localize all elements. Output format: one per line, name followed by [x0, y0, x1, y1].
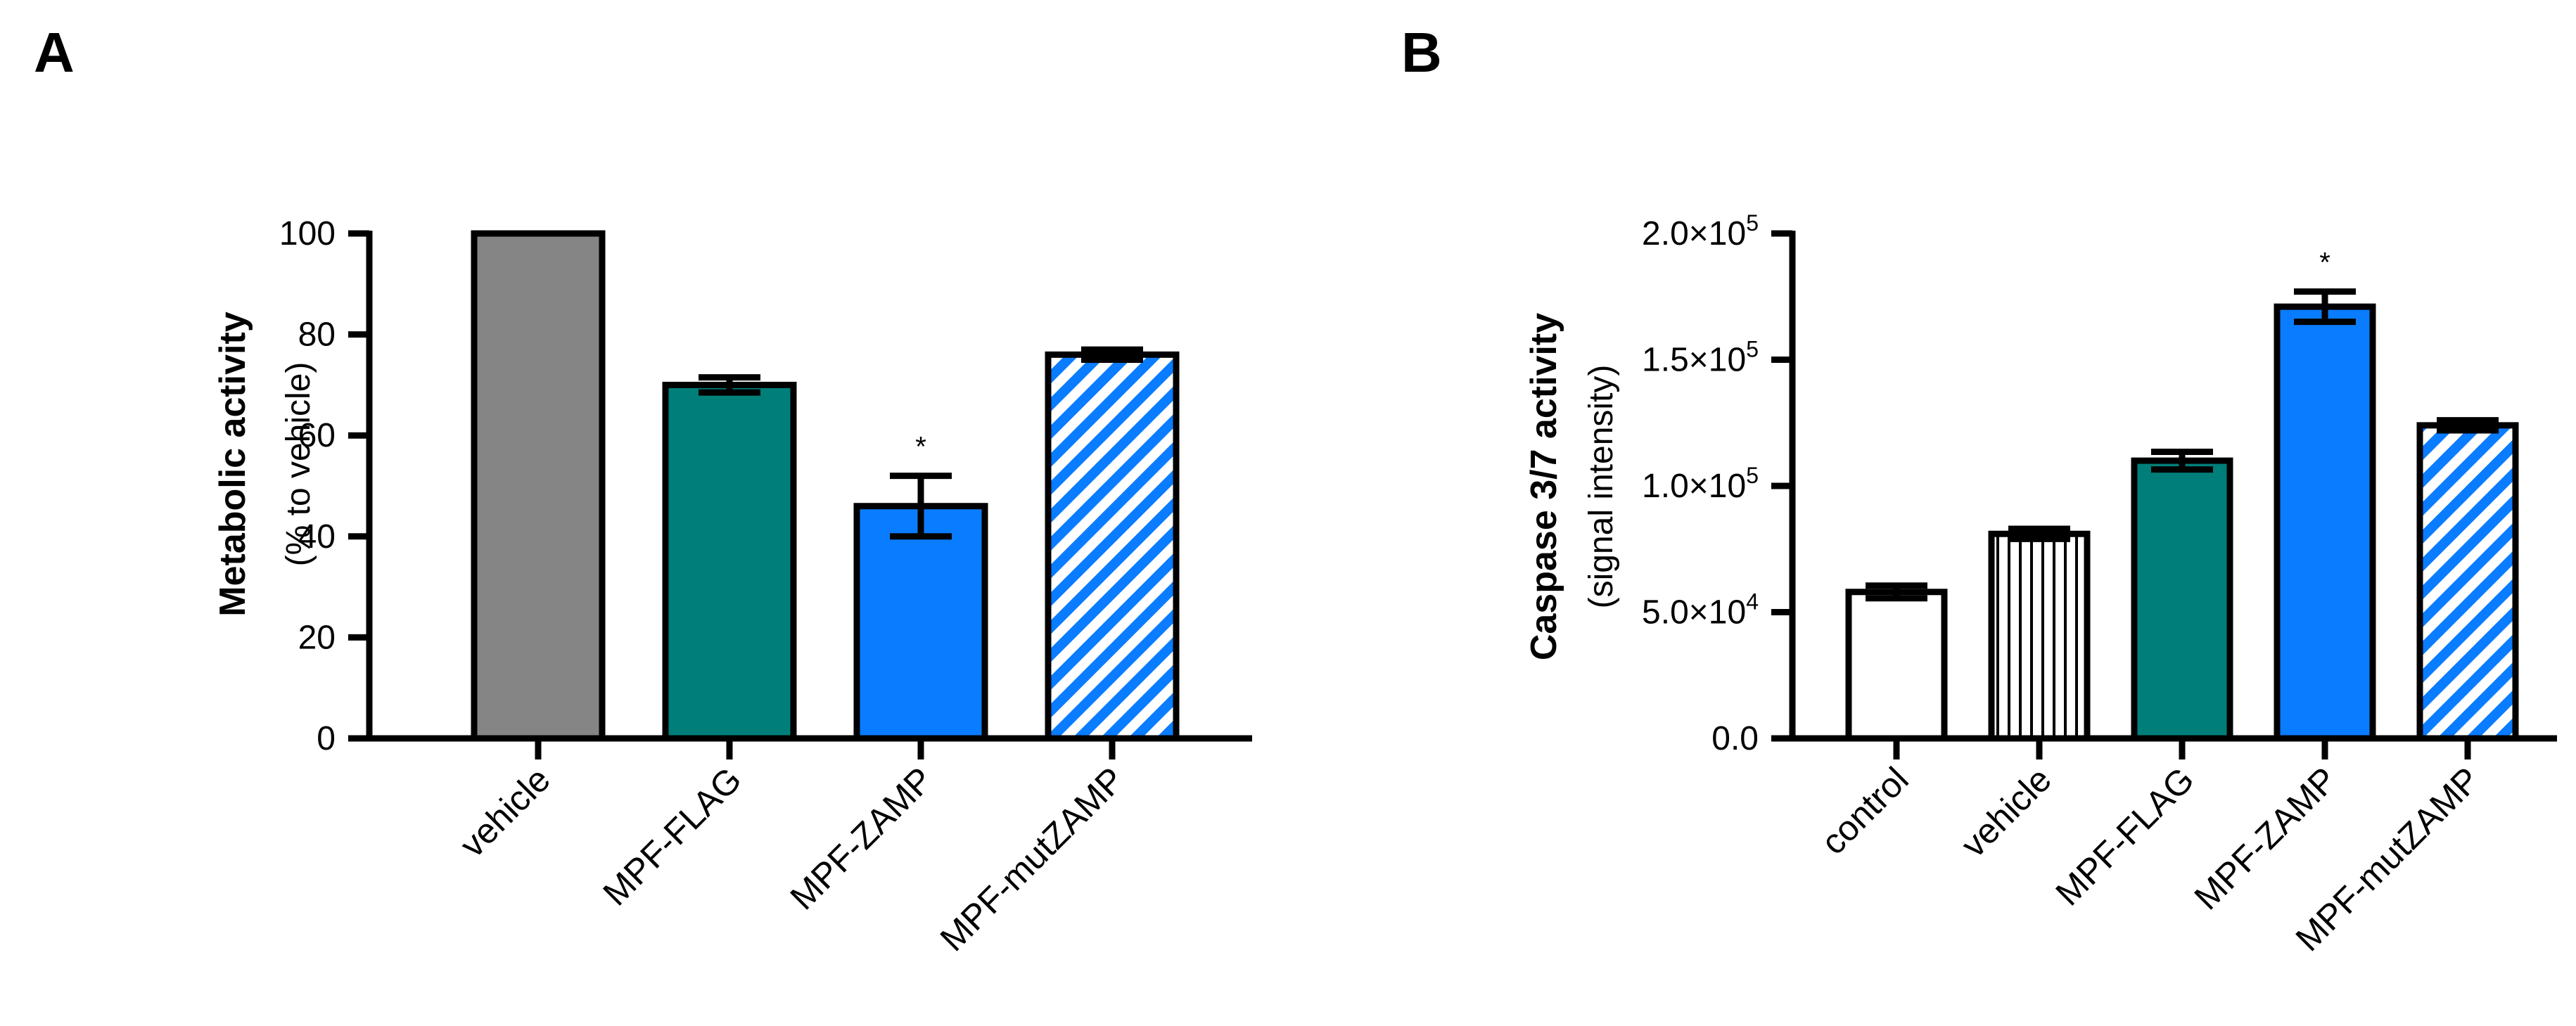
y-tick-label: 5.0×104: [1642, 589, 1759, 631]
y-tick-label-base: 5.0×10: [1642, 594, 1746, 631]
x-tick-label: MPF-ZAMP: [783, 759, 941, 917]
y-tick-label: 80: [298, 316, 336, 354]
y-tick-label-base: 2.0×10: [1642, 215, 1746, 252]
y-tick-label: 0.0: [1711, 720, 1759, 757]
panel-a-ylabel-group: Metabolic activity (% to vehicle): [212, 312, 317, 617]
significance-marker: *: [915, 432, 926, 463]
y-tick-label-exponent: 4: [1746, 589, 1759, 615]
panel-b-ylabel-group: Caspase 3/7 activity (signal intensity): [1524, 313, 1620, 660]
bar: [662, 381, 797, 742]
x-tick-label: MPF-ZAMP: [2187, 759, 2345, 917]
panel-a-label: A: [34, 21, 75, 84]
y-tick-label: 100: [279, 215, 336, 252]
bar: [471, 230, 606, 742]
panel-b: B Caspase 3/7 activity (signal intensity…: [1401, 21, 2557, 958]
bar: [2131, 457, 2233, 742]
panel-b-ylabel-sub: (signal intensity): [1583, 365, 1620, 609]
panel-a-plot: 0 20 40 60 80 100 vehicle MPF-FLAG * MPF-ZAMPMPF-…: [279, 215, 1252, 958]
bar: [1988, 530, 2091, 742]
bar: [1045, 351, 1180, 742]
panel-a-ylabel-sub: (% to vehicle): [280, 362, 317, 567]
y-tick-label: 1.5×105: [1642, 337, 1759, 379]
y-tick-label: 1.0×105: [1642, 463, 1759, 505]
x-tick-label: vehicle: [452, 759, 558, 865]
panel-a: A Metabolic activity (% to vehicle) 0 20 4…: [34, 21, 1252, 958]
x-tick-label: MPF-FLAG: [2048, 759, 2201, 913]
y-tick-label-base: 1.5×10: [1642, 342, 1746, 379]
x-tick-label: MPF-mutZAMP: [933, 759, 1132, 958]
y-tick-label: 40: [298, 518, 336, 556]
x-tick-label: control: [1813, 759, 1916, 862]
bar: [2274, 303, 2376, 742]
x-tick-label: MPF-FLAG: [595, 759, 748, 913]
y-tick-label-exponent: 5: [1746, 337, 1759, 362]
y-tick-label-exponent: 5: [1746, 210, 1759, 236]
bar: [2416, 422, 2519, 742]
y-tick-label-base: 1.0×10: [1642, 468, 1746, 505]
y-tick-label-exponent: 5: [1746, 463, 1759, 488]
y-tick-label: 2.0×105: [1642, 210, 1759, 252]
panel-b-ylabel: Caspase 3/7 activity: [1524, 313, 1564, 660]
bar: [853, 503, 988, 742]
y-tick-label-base: 0.0: [1711, 720, 1759, 757]
panel-b-label: B: [1401, 21, 1442, 84]
significance-marker: *: [2319, 248, 2330, 278]
y-tick-label: 60: [298, 417, 336, 454]
x-tick-label: vehicle: [1953, 759, 2059, 865]
panel-a-ylabel: Metabolic activity: [212, 312, 253, 617]
bar: [1845, 589, 1948, 742]
y-tick-label: 0: [317, 720, 336, 757]
y-tick-label: 20: [298, 619, 336, 656]
